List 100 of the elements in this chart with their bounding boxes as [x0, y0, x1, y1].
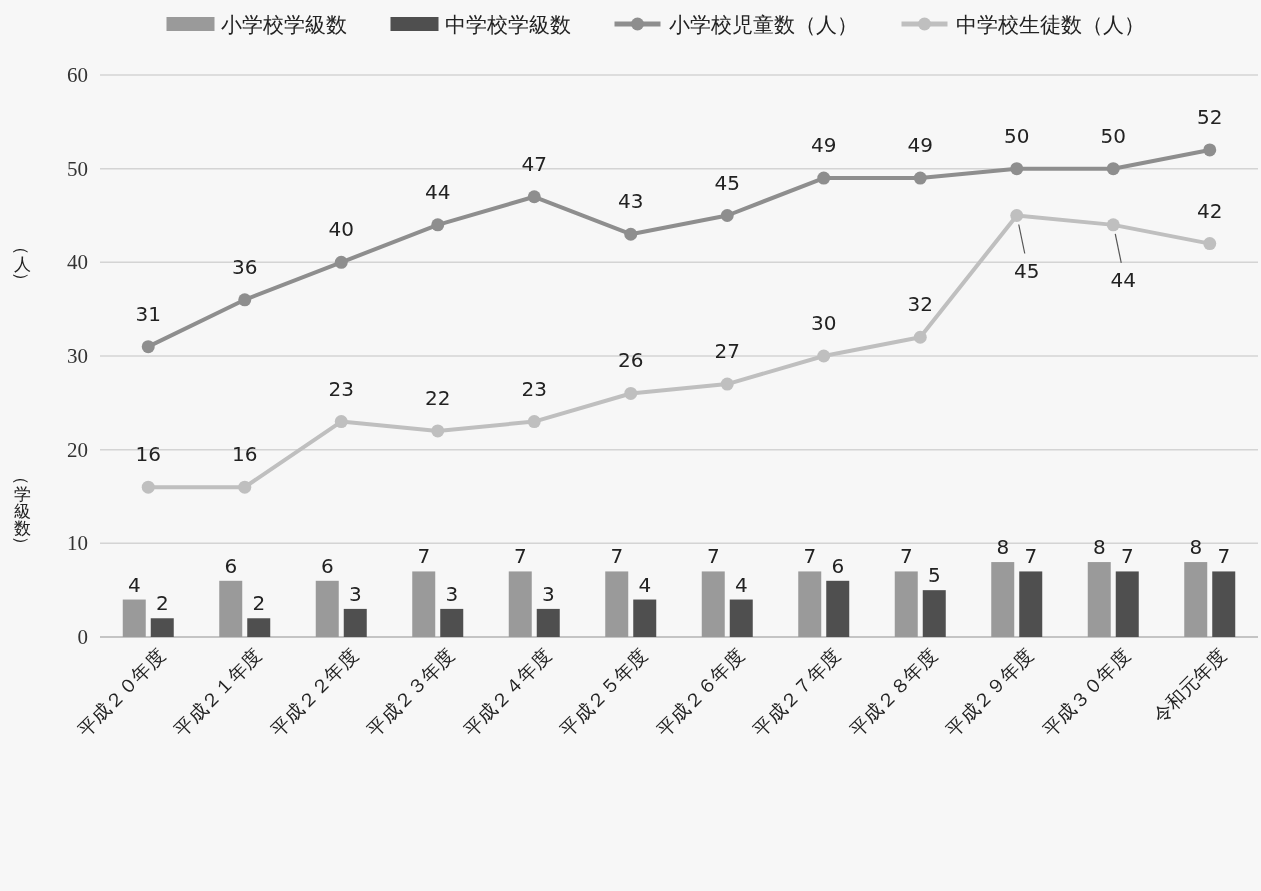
data-label: 4: [638, 572, 652, 597]
point: [334, 415, 348, 429]
bar: [826, 580, 850, 637]
data-label: 43: [618, 189, 644, 214]
legend-label: 小学校児童数（人）: [668, 13, 858, 37]
bar: [343, 608, 367, 637]
point: [1106, 218, 1120, 232]
point: [913, 171, 927, 185]
data-label: 6: [224, 553, 238, 578]
data-label: 52: [1197, 104, 1223, 129]
point: [1203, 143, 1217, 157]
data-label: 31: [135, 301, 161, 326]
data-label: 36: [232, 254, 258, 279]
x-tick-label: 令和元年度: [1147, 644, 1231, 727]
x-tick-label: 平成２７年度: [748, 644, 845, 741]
data-label: 2: [155, 591, 169, 616]
bar: [922, 590, 946, 637]
data-label: 47: [521, 151, 547, 176]
bar: [701, 571, 725, 637]
bar: [633, 599, 657, 637]
data-label: 7: [610, 544, 624, 569]
x-tick-label: 平成２２年度: [265, 644, 363, 741]
data-label: 49: [811, 133, 837, 158]
data-label: 44: [425, 179, 451, 204]
legend-label: 中学校生徒数（人）: [955, 13, 1145, 37]
data-label: 23: [328, 376, 354, 401]
bar: [1019, 571, 1043, 637]
point: [334, 255, 348, 269]
bar: [122, 599, 146, 637]
data-label: 7: [706, 544, 720, 569]
data-label: 44: [1110, 267, 1136, 292]
bar: [894, 571, 918, 637]
data-label: 3: [445, 581, 459, 606]
bar: [729, 599, 753, 637]
point: [1010, 162, 1024, 176]
point: [817, 349, 831, 363]
point: [527, 190, 541, 204]
point: [720, 377, 734, 391]
bar: [1184, 562, 1208, 637]
data-label: 5: [927, 563, 941, 588]
data-label: 8: [1092, 535, 1106, 560]
data-label: 7: [1217, 544, 1231, 569]
point: [1203, 237, 1217, 251]
point: [141, 480, 155, 494]
data-label: 23: [521, 376, 547, 401]
data-label: 3: [541, 581, 555, 606]
x-tick-label: 平成２８年度: [844, 644, 942, 741]
data-label: 6: [831, 553, 845, 578]
data-label: 16: [232, 442, 258, 467]
point: [624, 227, 638, 241]
point: [431, 218, 445, 232]
data-label: 3: [348, 581, 362, 606]
bar: [1115, 571, 1139, 637]
data-label: 8: [1189, 535, 1203, 560]
annotation: （人）: [11, 237, 32, 289]
data-label: 27: [714, 339, 740, 364]
bar: [247, 618, 271, 637]
y-tick-label: 10: [67, 531, 88, 556]
bar: [219, 580, 243, 637]
data-label: 49: [907, 133, 933, 158]
data-label: 7: [1024, 544, 1038, 569]
data-label: 22: [425, 385, 451, 410]
data-label: 7: [1120, 544, 1134, 569]
y-tick-label: 50: [67, 156, 88, 181]
x-tick-label: 平成２６年度: [651, 644, 749, 741]
x-tick-label: 平成２１年度: [169, 644, 266, 741]
data-label: 26: [618, 348, 644, 373]
x-tick-label: 平成２４年度: [458, 644, 556, 741]
ylabel: （学級数）: [11, 468, 32, 554]
bar: [1087, 562, 1111, 637]
x-tick-label: 平成２３年度: [362, 644, 459, 741]
point: [913, 330, 927, 344]
bar: [991, 562, 1015, 637]
point: [527, 415, 541, 429]
data-label: 7: [899, 544, 913, 569]
point: [141, 340, 155, 354]
data-label: 4: [127, 572, 141, 597]
data-label: 32: [907, 292, 933, 317]
data-label: 40: [328, 217, 354, 242]
x-tick-label: 平成３０年度: [1037, 644, 1135, 741]
bar: [508, 571, 532, 637]
point: [1010, 209, 1024, 222]
y-tick-label: 40: [67, 250, 88, 275]
data-label: 42: [1197, 198, 1223, 223]
data-label: 50: [1004, 123, 1030, 148]
point: [720, 209, 734, 222]
bar: [605, 571, 629, 637]
x-tick-label: 平成２５年度: [555, 644, 652, 741]
point: [1106, 162, 1120, 176]
bar: [150, 618, 174, 637]
bar: [1212, 571, 1236, 637]
data-label: 2: [252, 591, 266, 616]
data-label: 8: [996, 535, 1010, 560]
point: [817, 171, 831, 185]
x-tick-label: 平成２９年度: [941, 644, 1038, 741]
y-tick-label: 30: [67, 344, 88, 368]
y-tick-label: 60: [67, 63, 88, 87]
data-label: 7: [513, 544, 527, 569]
bar: [440, 608, 464, 637]
data-label: 50: [1100, 123, 1126, 148]
